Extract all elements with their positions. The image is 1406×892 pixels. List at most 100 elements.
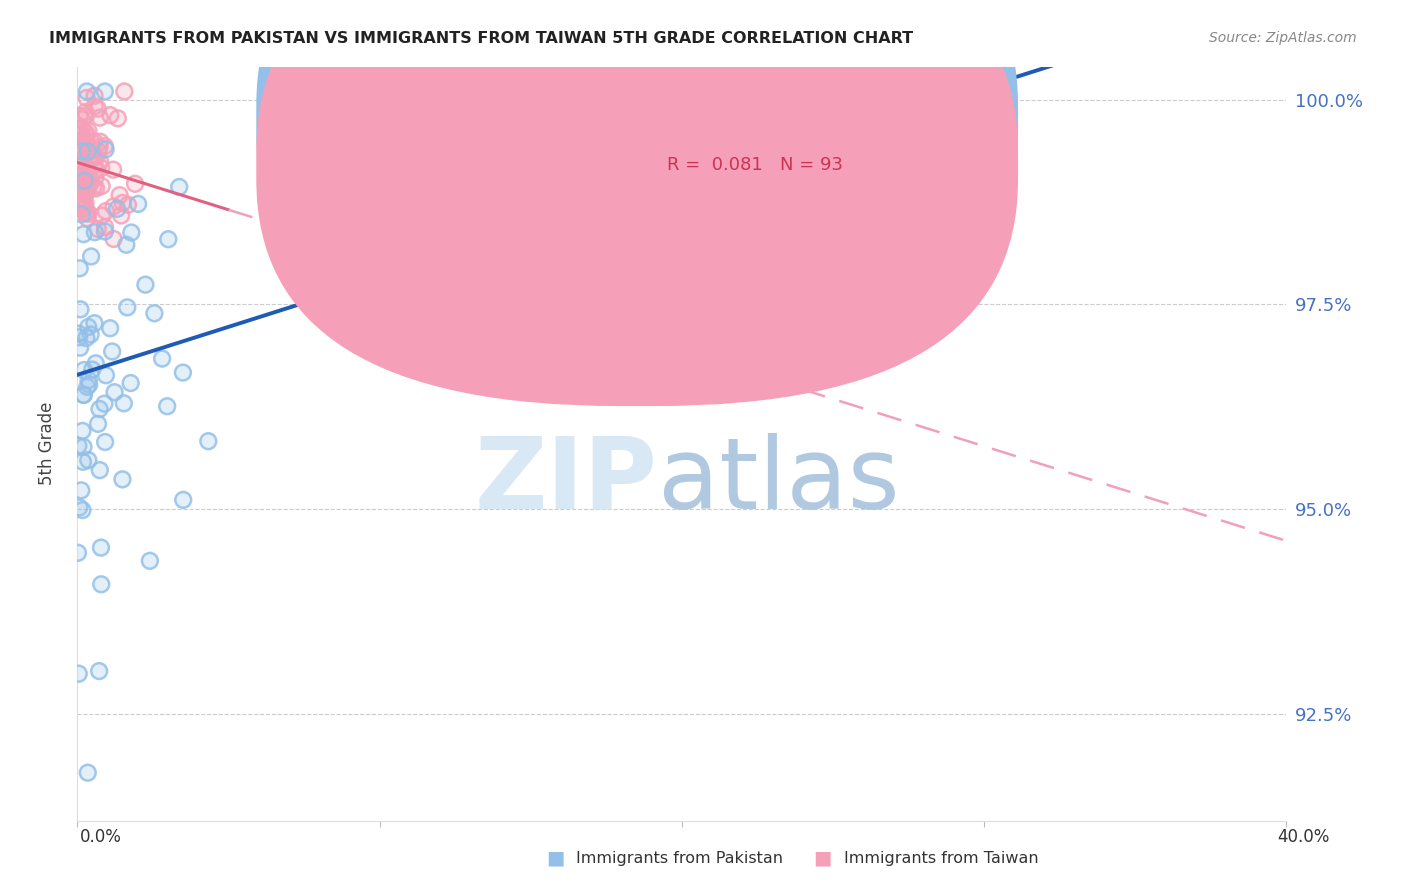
Point xyxy=(73,363,96,377)
Point xyxy=(73,363,96,377)
Point xyxy=(73,134,96,148)
Point xyxy=(86,150,108,164)
Point xyxy=(72,388,94,402)
FancyBboxPatch shape xyxy=(603,89,929,214)
Point xyxy=(79,152,101,166)
Point xyxy=(117,301,139,315)
Point xyxy=(73,388,96,402)
Point xyxy=(69,261,91,276)
Point xyxy=(76,91,98,105)
Point xyxy=(67,155,90,169)
Point xyxy=(139,554,162,568)
Point xyxy=(72,424,94,438)
Point xyxy=(73,134,96,148)
Point xyxy=(127,197,149,211)
Point xyxy=(83,316,105,330)
Point xyxy=(83,180,105,194)
Point xyxy=(70,160,93,174)
Point xyxy=(94,139,117,153)
Point xyxy=(89,664,111,678)
Point xyxy=(89,111,111,125)
Point xyxy=(72,157,94,171)
Point xyxy=(67,121,90,136)
Point xyxy=(83,99,105,113)
Point xyxy=(94,220,117,235)
Point xyxy=(69,177,91,191)
Point xyxy=(77,143,100,157)
Point xyxy=(80,175,103,189)
Point xyxy=(73,171,96,186)
Point xyxy=(75,331,97,345)
Point xyxy=(111,195,134,210)
Point xyxy=(172,366,194,380)
Point xyxy=(69,261,91,276)
Point xyxy=(94,435,117,450)
Point xyxy=(77,453,100,467)
Point xyxy=(82,149,104,163)
Point xyxy=(77,140,100,154)
Point xyxy=(89,402,111,417)
Point xyxy=(156,399,179,413)
Point xyxy=(72,194,94,208)
Point xyxy=(157,232,180,246)
Point xyxy=(67,330,90,344)
Point xyxy=(77,207,100,221)
Point xyxy=(89,135,111,149)
Point xyxy=(94,142,117,156)
Point xyxy=(87,417,110,431)
Point xyxy=(84,356,107,370)
Point xyxy=(94,224,117,238)
Point xyxy=(117,198,139,212)
Point xyxy=(67,439,90,453)
Point xyxy=(69,191,91,205)
Point xyxy=(73,171,96,186)
Point xyxy=(73,168,96,182)
Point xyxy=(77,143,100,157)
Point xyxy=(69,177,91,191)
Point xyxy=(70,178,93,193)
Point xyxy=(67,142,90,156)
Point xyxy=(93,397,115,411)
Point xyxy=(77,124,100,138)
Text: ZIP: ZIP xyxy=(475,433,658,530)
Point xyxy=(77,377,100,392)
Point xyxy=(66,546,89,560)
Point xyxy=(134,277,156,292)
Point xyxy=(67,326,90,341)
Text: IMMIGRANTS FROM PAKISTAN VS IMMIGRANTS FROM TAIWAN 5TH GRADE CORRELATION CHART: IMMIGRANTS FROM PAKISTAN VS IMMIGRANTS F… xyxy=(49,31,914,46)
Point xyxy=(69,302,91,317)
Point xyxy=(83,180,105,194)
Point xyxy=(89,463,111,477)
Point xyxy=(69,127,91,141)
Point xyxy=(89,154,111,169)
Point xyxy=(86,163,108,178)
Point xyxy=(66,198,89,212)
Point xyxy=(67,155,90,169)
Point xyxy=(103,232,125,246)
Point xyxy=(172,492,194,507)
Point xyxy=(94,435,117,450)
Point xyxy=(73,141,96,155)
Point xyxy=(76,180,98,194)
Point xyxy=(87,145,110,159)
Point xyxy=(76,179,98,194)
Point xyxy=(73,184,96,198)
Point xyxy=(84,181,107,195)
Point xyxy=(91,209,114,223)
Point xyxy=(66,149,89,163)
Point xyxy=(67,170,90,185)
Point xyxy=(67,326,90,341)
Point xyxy=(72,503,94,517)
Point xyxy=(70,207,93,221)
Point xyxy=(75,126,97,140)
Point xyxy=(90,577,112,591)
Point xyxy=(75,169,97,184)
Text: Immigrants from Taiwan: Immigrants from Taiwan xyxy=(844,851,1038,865)
Point xyxy=(75,331,97,345)
Point xyxy=(143,306,166,320)
Point xyxy=(72,424,94,438)
Point xyxy=(124,177,146,191)
Point xyxy=(72,440,94,454)
Point xyxy=(72,455,94,469)
Point xyxy=(89,135,111,149)
